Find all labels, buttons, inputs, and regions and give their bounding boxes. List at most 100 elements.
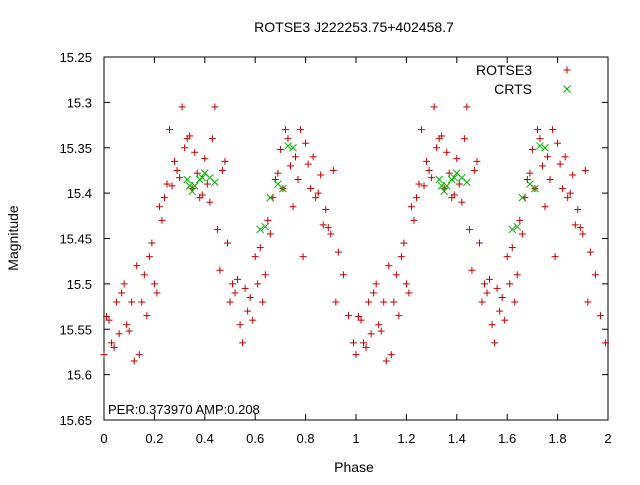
rotse3-point [463, 103, 471, 111]
rotse3-point [153, 289, 161, 297]
rotse3-point [395, 312, 403, 320]
crts-point-d2 [450, 173, 459, 182]
rotse3-point [138, 298, 146, 306]
legend-label-crts: CRTS [494, 81, 532, 97]
rotse3-point [105, 316, 113, 324]
rotse3-point [113, 298, 121, 306]
rotse3-point [581, 166, 589, 174]
x-tick-label: 1 [352, 431, 359, 446]
rotse3-point [329, 166, 337, 174]
rotse3-point [339, 271, 347, 279]
rotse3-point [264, 216, 272, 224]
rotse3-point [171, 157, 179, 165]
rotse3-point [254, 280, 262, 288]
rotse3-point [178, 103, 186, 111]
crts-point-d2 [200, 169, 209, 178]
rotse3-point [579, 230, 587, 238]
rotse3-point [526, 169, 534, 177]
rotse3-point [566, 189, 574, 197]
rotse3-point [438, 132, 446, 140]
rotse3-point [591, 271, 599, 279]
rotse3-point [430, 103, 438, 111]
rotse3-point [120, 280, 128, 288]
rotse3-point [450, 191, 458, 199]
rotse3-point [544, 153, 552, 161]
rotse3-point [334, 248, 342, 256]
crts-point [440, 187, 449, 196]
crts-point-d2 [457, 173, 466, 182]
crts-point-d2 [284, 142, 292, 150]
rotse3-point [221, 157, 229, 165]
rotse3-point [496, 307, 504, 315]
rotse3-point [549, 126, 557, 134]
plot-frame [103, 56, 609, 421]
rotse3-point [402, 280, 410, 288]
rotse3-point [135, 351, 143, 359]
rotse3-point [256, 244, 264, 252]
rotse3-point [415, 180, 423, 188]
crts-point [256, 225, 265, 234]
rotse3-point [445, 169, 453, 177]
rotse3-point [433, 144, 441, 152]
rotse3-point [536, 135, 544, 143]
crts-point [266, 193, 275, 202]
rotse3-point [470, 166, 478, 174]
rotse3-point [486, 275, 494, 283]
y-tick-label: 15.3 [67, 95, 92, 110]
rotse3-point [236, 321, 244, 329]
rotse3-point [281, 126, 289, 134]
rotse3-point [352, 351, 360, 359]
rotse3-point [110, 343, 118, 351]
rotse3-point [533, 126, 541, 134]
crts-point [211, 178, 219, 187]
rotse3-point [428, 174, 436, 182]
rotse3-point [211, 103, 219, 111]
rotse3-point [317, 171, 325, 179]
chart-title: ROTSE3 J222253.75+402458.7 [254, 19, 454, 35]
rotse3-point [150, 280, 158, 288]
rotse3-point [453, 155, 461, 163]
rotse3-point [478, 298, 486, 306]
crts-point-d2 [536, 142, 544, 150]
rotse3-point [213, 225, 221, 233]
legend-label-rotse3: ROTSE3 [476, 62, 532, 78]
x-tick-label: 0 [100, 431, 107, 446]
y-tick-label: 15.35 [59, 141, 92, 156]
crts-point-d2 [508, 225, 517, 234]
rotse3-point [518, 230, 526, 238]
rotse3-point [503, 253, 511, 261]
crts-point-d2 [289, 143, 297, 152]
crts-point [279, 184, 287, 193]
rotse3-point [274, 169, 282, 177]
rotse3-point [405, 289, 413, 297]
rotse3-point [239, 339, 247, 347]
rotse3-point [289, 203, 297, 211]
rotse3-point [208, 135, 216, 143]
rotse3-point [375, 321, 383, 329]
crts-point [513, 222, 522, 231]
x-tick-label: 1.4 [448, 431, 466, 446]
crts-point-d2 [526, 180, 534, 188]
rotse3-point [483, 289, 491, 297]
rotse3-point [596, 312, 604, 320]
rotse3-point [475, 239, 483, 247]
rotse3-point [168, 182, 176, 190]
crts-point-d2 [261, 222, 270, 231]
rotse3-point [559, 185, 567, 193]
rotse3-point [266, 230, 274, 238]
rotse3-point [574, 205, 582, 213]
crts-point-d2 [463, 178, 471, 187]
rotse3-point [203, 180, 211, 188]
rotse3-point [312, 194, 320, 202]
x-tick-label: 1.8 [549, 431, 567, 446]
rotse3-point [397, 253, 405, 261]
rotse3-point [420, 182, 428, 190]
rotse3-point [458, 198, 466, 206]
crts-point [261, 222, 270, 231]
rotse3-point [128, 298, 136, 306]
rotse3-point [506, 280, 514, 288]
rotse3-point [163, 180, 171, 188]
crts-point-d2 [541, 143, 549, 152]
crts-point-d2 [183, 175, 192, 184]
